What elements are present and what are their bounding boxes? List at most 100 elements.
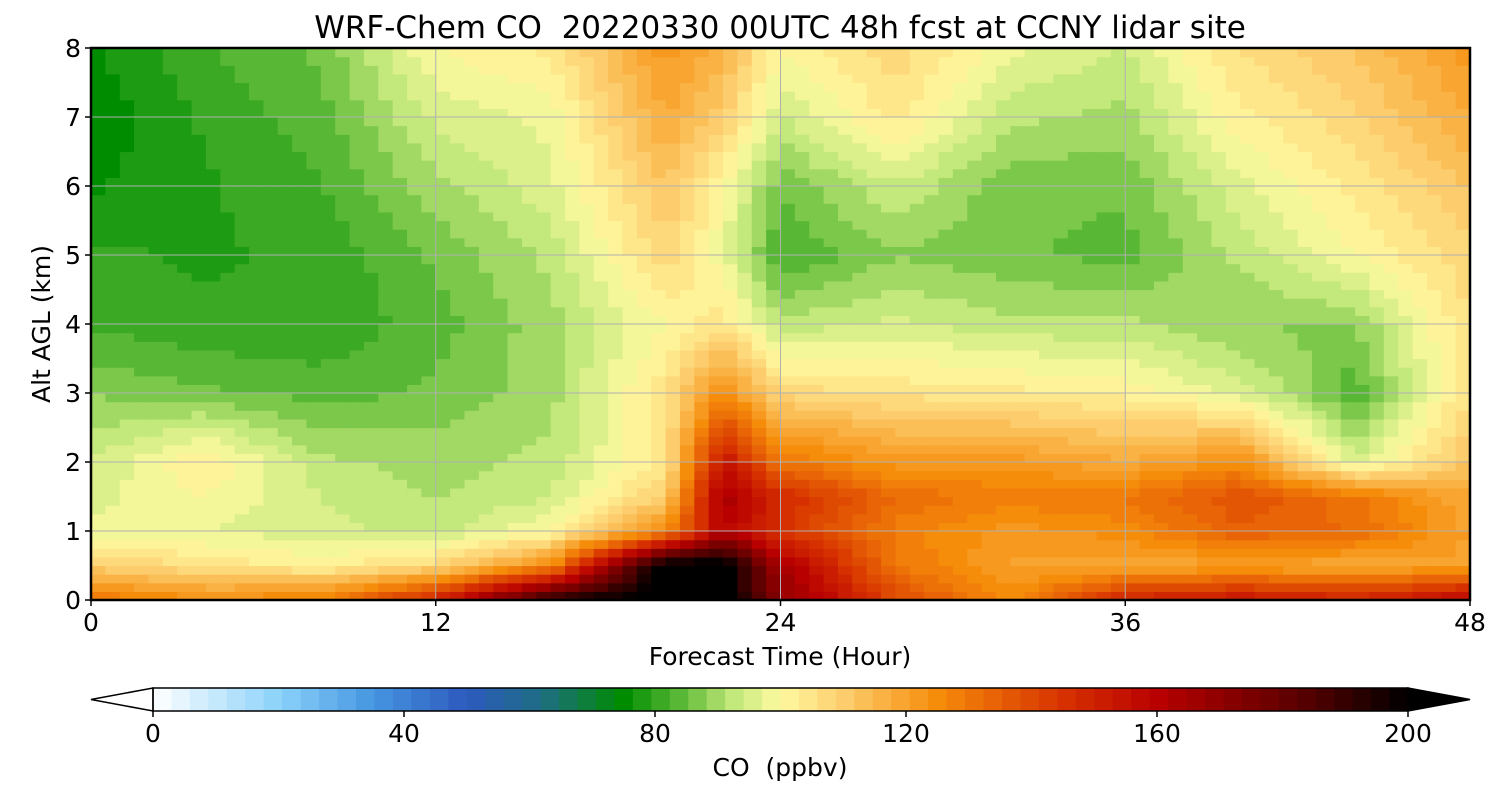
heatmap-cell — [1455, 531, 1470, 541]
heatmap-cell — [1168, 513, 1184, 523]
heatmap-cell — [392, 177, 408, 187]
heatmap-cell — [1010, 272, 1026, 282]
heatmap-cell — [464, 341, 480, 351]
heatmap-cell — [1067, 246, 1083, 256]
heatmap-cell — [435, 211, 451, 222]
heatmap-cell — [694, 548, 710, 558]
heatmap-cell — [1082, 418, 1098, 429]
heatmap-cell — [1426, 367, 1442, 377]
heatmap-cell — [134, 401, 150, 411]
heatmap-cell — [1096, 229, 1112, 239]
heatmap-cell — [1168, 582, 1184, 592]
heatmap-cell — [378, 168, 394, 178]
heatmap-cell — [1125, 211, 1141, 222]
heatmap-cell — [91, 160, 106, 170]
heatmap-cell — [837, 186, 853, 196]
heatmap-cell — [263, 505, 279, 515]
heatmap-cell — [536, 410, 552, 420]
heatmap-cell — [1455, 246, 1470, 256]
heatmap-cell — [249, 531, 264, 541]
heatmap-cell — [679, 565, 695, 575]
heatmap-cell — [1311, 194, 1327, 204]
heatmap-cell — [694, 349, 710, 360]
heatmap-cell — [1139, 289, 1155, 299]
heatmap-cell — [1283, 151, 1299, 161]
heatmap-cell — [866, 505, 882, 515]
heatmap-cell — [464, 556, 480, 567]
heatmap-cell — [478, 315, 494, 325]
heatmap-cell — [162, 168, 178, 178]
heatmap-cell — [392, 151, 408, 161]
heatmap-cell — [881, 513, 897, 523]
heatmap-cell — [249, 436, 264, 446]
heatmap-cell — [205, 384, 221, 394]
heatmap-cell — [895, 168, 911, 178]
heatmap-cell — [521, 194, 537, 204]
heatmap-cell — [737, 263, 753, 273]
heatmap-cell — [234, 237, 250, 247]
heatmap-cell — [636, 194, 652, 204]
heatmap-cell — [148, 410, 164, 420]
heatmap-cell — [924, 168, 940, 178]
heatmap-cell — [1283, 505, 1299, 515]
heatmap-cell — [507, 272, 523, 282]
heatmap-cell — [521, 375, 537, 385]
heatmap-cell — [809, 168, 825, 178]
heatmap-cell — [392, 496, 408, 506]
heatmap-cell — [421, 470, 437, 480]
heatmap-cell — [550, 522, 566, 532]
heatmap-cell — [119, 142, 135, 153]
heatmap-cell — [708, 220, 724, 230]
heatmap-cell — [134, 418, 150, 429]
heatmap-cell — [1268, 151, 1284, 161]
heatmap-cell — [1268, 229, 1284, 239]
heatmap-cell — [694, 246, 710, 256]
heatmap-cell — [881, 522, 897, 532]
heatmap-cell — [1441, 358, 1457, 368]
heatmap-cell — [1024, 229, 1040, 239]
heatmap-cell — [1197, 565, 1213, 575]
heatmap-cell — [938, 565, 954, 575]
heatmap-cell — [794, 487, 810, 498]
heatmap-cell — [1398, 220, 1414, 230]
heatmap-cell — [263, 177, 279, 187]
heatmap-cell — [1398, 306, 1414, 316]
heatmap-cell — [995, 574, 1011, 584]
heatmap-cell — [220, 220, 236, 230]
heatmap-cell — [91, 393, 106, 403]
heatmap-cell — [1369, 324, 1385, 334]
heatmap-cell — [421, 393, 437, 403]
heatmap-cell — [148, 531, 164, 541]
heatmap-cell — [1412, 418, 1428, 429]
heatmap-cell — [579, 229, 595, 239]
heatmap-cell — [1197, 263, 1213, 273]
heatmap-cell — [1455, 341, 1470, 351]
heatmap-cell — [450, 591, 466, 600]
heatmap-cell — [1297, 151, 1313, 161]
heatmap-cell — [1153, 384, 1169, 394]
heatmap-cell — [866, 479, 882, 489]
heatmap-cell — [708, 168, 724, 178]
heatmap-cell — [162, 367, 178, 377]
heatmap-cell — [234, 315, 250, 325]
heatmap-cell — [1326, 194, 1342, 204]
heatmap-cell — [177, 401, 193, 411]
heatmap-cell — [1355, 470, 1371, 480]
heatmap-cell — [435, 315, 451, 325]
heatmap-cell — [1297, 315, 1313, 325]
heatmap-cell — [507, 591, 523, 600]
heatmap-cell — [1197, 306, 1213, 316]
heatmap-cell — [608, 444, 624, 454]
heatmap-cell — [1096, 280, 1112, 291]
heatmap-cell — [464, 367, 480, 377]
heatmap-cell — [1197, 168, 1213, 178]
heatmap-cell — [881, 211, 897, 222]
heatmap-cell — [105, 591, 121, 600]
heatmap-cell — [708, 229, 724, 239]
heatmap-cell — [320, 582, 336, 592]
heatmap-cell — [1254, 255, 1270, 265]
heatmap-cell — [148, 246, 164, 256]
heatmap-cell — [1024, 246, 1040, 256]
heatmap-cell — [1125, 367, 1141, 377]
heatmap-cell — [823, 470, 839, 480]
